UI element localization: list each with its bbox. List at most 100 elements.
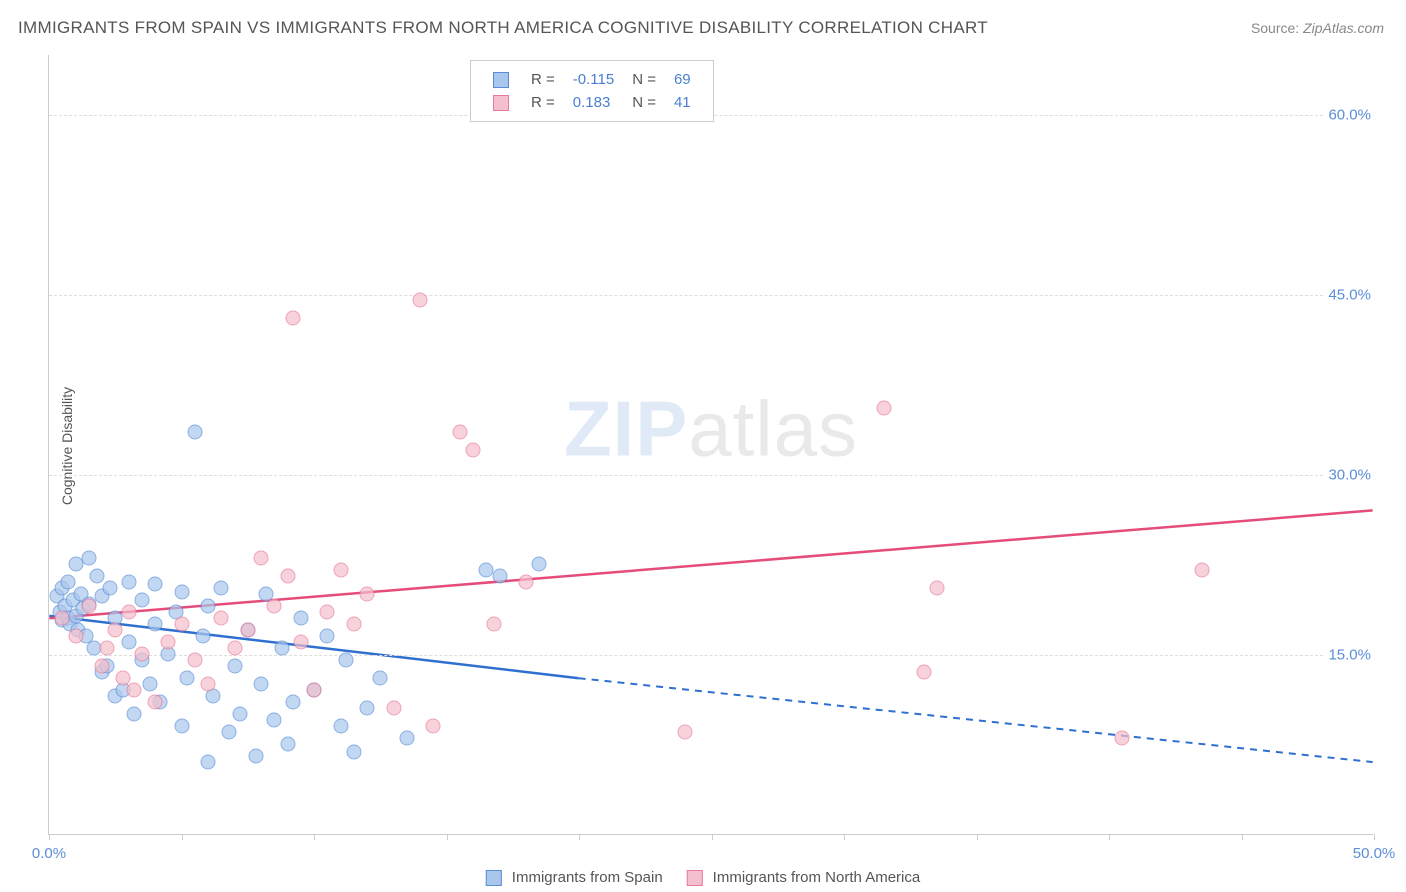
data-point [174,584,189,599]
legend-n-value: 69 [666,69,699,90]
stats-table: R =-0.115N =69R =0.183N =41 [483,67,701,115]
data-point [214,611,229,626]
x-tick-mark [579,834,580,840]
data-point [346,617,361,632]
data-point [426,719,441,734]
data-point [100,641,115,656]
x-tick-mark [844,834,845,840]
data-point [55,611,70,626]
data-point [399,731,414,746]
data-point [929,581,944,596]
data-point [487,617,502,632]
chart-title: IMMIGRANTS FROM SPAIN VS IMMIGRANTS FROM… [18,18,988,38]
data-point [68,629,83,644]
data-point [280,737,295,752]
series-name: Immigrants from North America [713,869,921,886]
x-tick-label: 50.0% [1353,845,1396,862]
data-point [148,577,163,592]
data-point [1194,563,1209,578]
legend-swatch-cell [485,69,521,90]
data-point [248,749,263,764]
data-point [452,425,467,440]
data-point [1115,731,1130,746]
data-point [126,707,141,722]
watermark-light: atlas [688,384,858,472]
data-point [161,635,176,650]
legend-n-value: 41 [666,92,699,113]
trend-line [49,510,1372,618]
data-point [148,617,163,632]
data-point [195,629,210,644]
legend-r-label: R = [523,69,563,90]
data-point [187,425,202,440]
data-point [126,683,141,698]
gridline [49,475,1373,476]
data-point [275,641,290,656]
data-point [81,551,96,566]
data-point [89,569,104,584]
data-point [254,551,269,566]
data-point [121,605,136,620]
source-attribution: Source: ZipAtlas.com [1251,20,1384,36]
gridline [49,655,1373,656]
watermark-bold: ZIP [564,384,688,472]
y-tick-label: 60.0% [1324,107,1375,124]
x-tick-mark [1374,834,1375,840]
data-point [492,569,507,584]
data-point [134,593,149,608]
legend-row: R =-0.115N =69 [485,69,699,90]
legend-swatch-cell [485,92,521,113]
data-point [179,671,194,686]
data-point [81,599,96,614]
legend-r-value: -0.115 [565,69,622,90]
data-point [333,563,348,578]
x-tick-mark [1242,834,1243,840]
series-name: Immigrants from Spain [512,869,663,886]
series-legend-item: Immigrants from Spain [486,869,663,886]
data-point [174,617,189,632]
data-point [519,575,534,590]
data-point [532,557,547,572]
data-point [293,635,308,650]
data-point [121,635,136,650]
x-tick-mark [447,834,448,840]
legend-n-label: N = [624,69,664,90]
data-point [201,755,216,770]
trend-line-dashed [579,678,1373,762]
data-point [267,599,282,614]
data-point [201,677,216,692]
data-point [267,713,282,728]
data-point [232,707,247,722]
data-point [142,677,157,692]
x-tick-label: 0.0% [32,845,66,862]
trendlines-svg [49,55,1373,834]
data-point [201,599,216,614]
data-point [678,725,693,740]
source-label: Source: [1251,20,1299,36]
data-point [285,695,300,710]
data-point [876,401,891,416]
data-point [285,311,300,326]
data-point [346,745,361,760]
data-point [222,725,237,740]
x-tick-mark [314,834,315,840]
data-point [227,641,242,656]
series-swatch [687,870,703,886]
x-tick-mark [49,834,50,840]
series-swatch [486,870,502,886]
legend-swatch [493,72,509,88]
data-point [413,293,428,308]
data-point [121,575,136,590]
legend-swatch [493,95,509,111]
data-point [108,623,123,638]
x-tick-mark [977,834,978,840]
source-value: ZipAtlas.com [1303,20,1384,36]
data-point [293,611,308,626]
data-point [280,569,295,584]
data-point [187,653,202,668]
data-point [102,581,117,596]
data-point [338,653,353,668]
watermark: ZIPatlas [564,383,858,474]
data-point [134,647,149,662]
data-point [466,443,481,458]
